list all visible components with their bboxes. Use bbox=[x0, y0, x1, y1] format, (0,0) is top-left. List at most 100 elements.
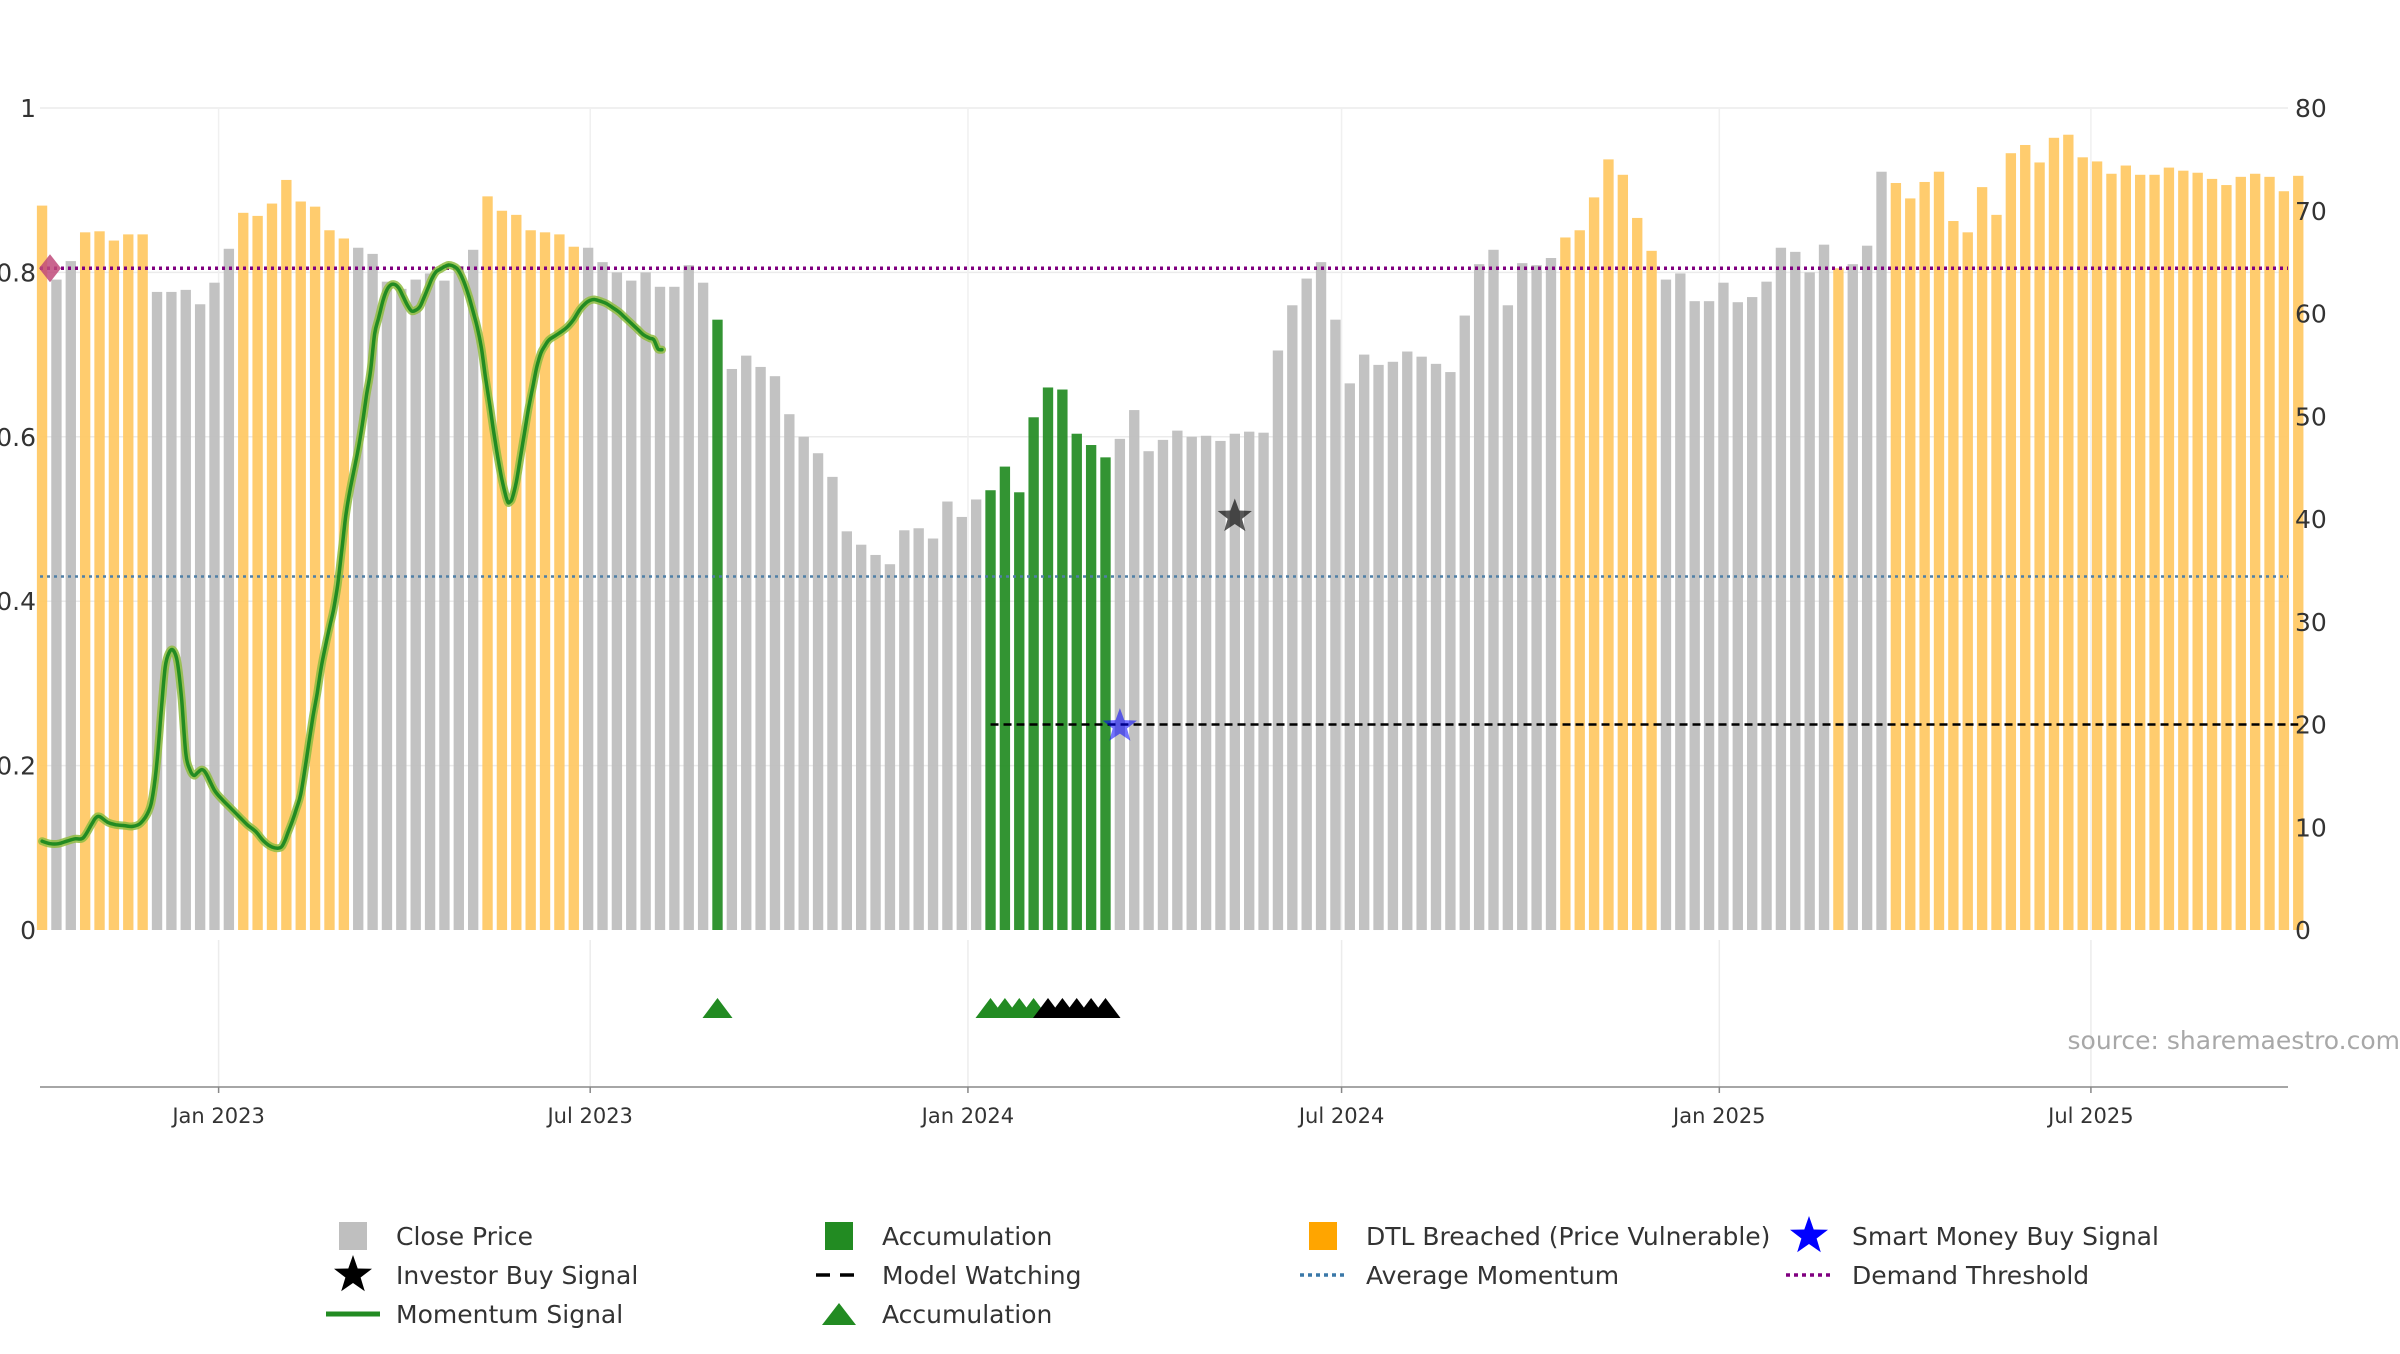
close-price-bar bbox=[971, 499, 981, 930]
y-left-tick-label: 0.2 bbox=[0, 752, 36, 781]
dtl-breached-bar bbox=[497, 211, 507, 930]
accumulation-bar bbox=[1014, 492, 1024, 930]
dtl-breached-bar bbox=[1905, 198, 1915, 930]
legend-item: Demand Threshold bbox=[1786, 1261, 2089, 1290]
close-price-bar bbox=[899, 530, 909, 930]
legend-item: Accumulation bbox=[822, 1300, 1052, 1329]
y-right-tick-label: 40 bbox=[2295, 505, 2327, 534]
close-price-bar bbox=[1675, 273, 1685, 930]
dtl-breached-bar bbox=[310, 207, 320, 930]
close-price-bar bbox=[396, 289, 406, 930]
y-left-tick-label: 0 bbox=[20, 916, 36, 945]
close-price-bar bbox=[181, 290, 191, 930]
close-price-bar bbox=[1431, 364, 1441, 930]
close-price-bar bbox=[1388, 362, 1398, 930]
dtl-breached-bar bbox=[2149, 175, 2159, 930]
close-price-bar bbox=[152, 292, 162, 930]
y-left-tick-label: 1 bbox=[20, 94, 36, 123]
dtl-breached-bar bbox=[1833, 268, 1843, 930]
bars-layer bbox=[37, 135, 2304, 930]
accumulation-bar bbox=[712, 320, 722, 930]
close-price-bar bbox=[770, 376, 780, 930]
close-price-bar bbox=[1445, 372, 1455, 930]
close-price-bar bbox=[209, 283, 219, 930]
close-price-swatch-icon bbox=[339, 1222, 367, 1250]
legend-item: Momentum Signal bbox=[326, 1300, 623, 1329]
dtl-breached-bar bbox=[1646, 251, 1656, 930]
x-tick-label: Jan 2025 bbox=[1671, 1104, 1766, 1128]
dtl-breached-bar bbox=[2264, 177, 2274, 930]
legend-label: Momentum Signal bbox=[396, 1300, 623, 1329]
accumulation-bar bbox=[1100, 457, 1110, 930]
dtl-breached-bar bbox=[1919, 182, 1929, 930]
legend-item: Model Watching bbox=[816, 1261, 1082, 1290]
y-right-tick-label: 10 bbox=[2295, 813, 2327, 842]
legend-label: DTL Breached (Price Vulnerable) bbox=[1366, 1222, 1770, 1251]
close-price-bar bbox=[755, 367, 765, 930]
close-price-bar bbox=[684, 265, 694, 930]
accumulation-triangle-icon bbox=[703, 998, 733, 1018]
close-price-bar bbox=[827, 477, 837, 930]
close-price-bar bbox=[1474, 264, 1484, 930]
close-price-bar bbox=[942, 502, 952, 930]
close-price-bar bbox=[583, 248, 593, 930]
close-price-bar bbox=[1848, 264, 1858, 930]
dtl-breached-bar bbox=[2221, 185, 2231, 930]
dtl-breached-bar bbox=[2078, 157, 2088, 930]
close-price-bar bbox=[597, 262, 607, 930]
dtl-breached-bar bbox=[482, 196, 492, 930]
y-left-tick-label: 0.8 bbox=[0, 258, 36, 287]
close-price-bar bbox=[1287, 305, 1297, 930]
close-price-bar bbox=[1761, 282, 1771, 930]
close-price-bar bbox=[1546, 258, 1556, 930]
dtl-breached-bar bbox=[2236, 177, 2246, 930]
close-price-bar bbox=[353, 248, 363, 930]
y-right-tick-label: 50 bbox=[2295, 402, 2327, 431]
close-price-bar bbox=[1460, 316, 1470, 930]
close-price-bar bbox=[425, 273, 435, 930]
close-price-bar bbox=[655, 287, 665, 930]
legend-label: Demand Threshold bbox=[1852, 1261, 2089, 1290]
dtl-breached-bar bbox=[1603, 159, 1613, 930]
close-price-bar bbox=[1330, 320, 1340, 930]
close-price-bar bbox=[856, 545, 866, 930]
close-price-bar bbox=[612, 272, 622, 930]
accumulation-bar bbox=[985, 490, 995, 930]
close-price-bar bbox=[1172, 431, 1182, 930]
accumulation-bar bbox=[1086, 445, 1096, 930]
source-text: source: sharemaestro.com bbox=[2068, 1026, 2400, 1055]
close-price-bar bbox=[1790, 252, 1800, 930]
dtl-breached-bar bbox=[2092, 161, 2102, 930]
investor-buy-signal-star-icon bbox=[334, 1255, 372, 1291]
close-price-bar bbox=[1143, 451, 1153, 930]
accumulation-triangle-icon bbox=[822, 1303, 856, 1325]
y-right-tick-label: 20 bbox=[2295, 711, 2327, 740]
close-price-bar bbox=[1402, 352, 1412, 930]
dtl-breached-bar bbox=[1891, 183, 1901, 930]
close-price-bar bbox=[799, 437, 809, 930]
accumulation-bar bbox=[1043, 387, 1053, 930]
x-tick-label: Jan 2024 bbox=[920, 1104, 1015, 1128]
close-price-bar bbox=[1690, 301, 1700, 930]
accumulation-bar bbox=[1072, 434, 1082, 930]
close-price-bar bbox=[1876, 172, 1886, 930]
dtl-breached-bar bbox=[267, 204, 277, 930]
dtl-breached-bar bbox=[1560, 237, 1570, 930]
close-price-bar bbox=[439, 281, 449, 930]
x-tick-label: Jul 2023 bbox=[545, 1104, 632, 1128]
legend-label: Accumulation bbox=[882, 1222, 1052, 1251]
close-price-bar bbox=[870, 555, 880, 930]
close-price-bar bbox=[928, 539, 938, 930]
close-price-bar bbox=[1531, 265, 1541, 930]
close-price-bar bbox=[1503, 305, 1513, 930]
close-price-bar bbox=[1345, 383, 1355, 930]
dtl-breached-bar bbox=[1632, 218, 1642, 930]
close-price-bar bbox=[454, 266, 464, 930]
close-price-bar bbox=[1733, 302, 1743, 930]
legend-label: Model Watching bbox=[882, 1261, 1082, 1290]
legend-label: Average Momentum bbox=[1366, 1261, 1619, 1290]
close-price-bar bbox=[1517, 263, 1527, 930]
close-price-bar bbox=[957, 517, 967, 930]
y-right-tick-label: 0 bbox=[2295, 916, 2311, 945]
